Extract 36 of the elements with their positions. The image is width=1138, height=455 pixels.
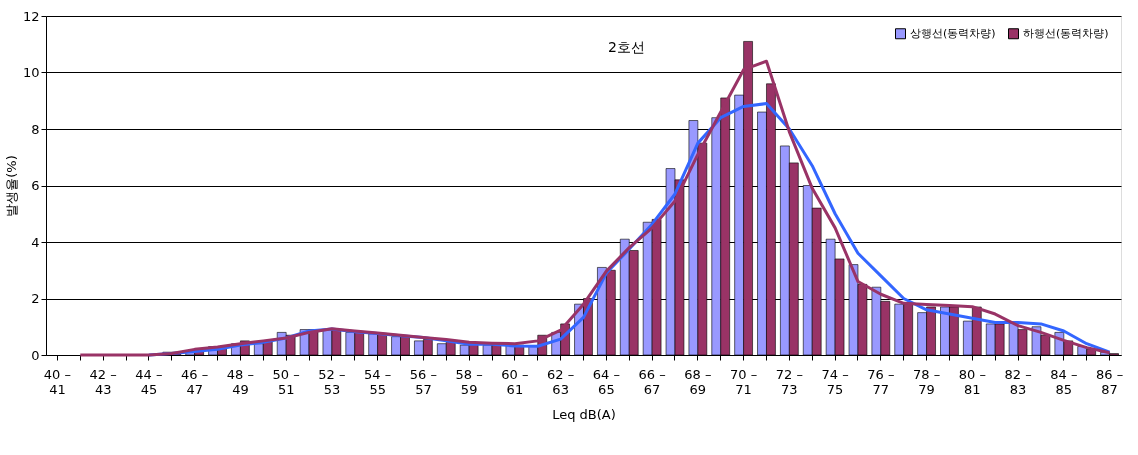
x-tick-label: 84 – 85 xyxy=(1050,366,1078,397)
x-tick-label: 66 – 67 xyxy=(638,366,666,397)
x-tick-label: 60 – 61 xyxy=(501,366,529,397)
y-tick-label: 0 xyxy=(31,347,40,363)
x-tick-label: 48 – 49 xyxy=(226,366,255,397)
x-tick-label: 44 – 45 xyxy=(135,366,163,397)
x-tick-label: 42 – 43 xyxy=(89,366,117,397)
legend-label: 상행선(동력차량) xyxy=(910,26,996,40)
y-axis-title: 발생율(%) xyxy=(3,155,19,217)
x-tick-label: 62 – 63 xyxy=(547,366,575,397)
x-tick-label: 40 – 41 xyxy=(43,366,72,397)
y-tick-label: 12 xyxy=(22,8,40,24)
x-tick-label: 86 – 87 xyxy=(1095,366,1124,397)
x-tick-label: 58 – 59 xyxy=(455,366,483,397)
x-tick-label: 78 – 79 xyxy=(912,366,941,397)
x-tick-label: 74 – 75 xyxy=(821,366,849,397)
y-tick-label: 8 xyxy=(31,121,40,137)
x-axis-title: Leq dB(A) xyxy=(552,406,616,422)
x-tick-label: 72 – 73 xyxy=(775,366,803,397)
annotation: 2호선 xyxy=(608,39,645,55)
x-tick-label: 76 – 77 xyxy=(867,366,895,397)
x-tick-label: 52 – 53 xyxy=(318,366,346,397)
x-tick-label: 56 – 57 xyxy=(409,366,437,397)
x-tick-label: 82 – 83 xyxy=(1004,366,1032,397)
legend-label: 하행선(동력차량) xyxy=(1023,26,1109,40)
x-tick-label: 54 – 55 xyxy=(364,366,392,397)
x-tick-label: 68 – 69 xyxy=(684,366,712,397)
x-tick-label: 70 – 71 xyxy=(730,366,758,397)
x-tick-label: 46 – 47 xyxy=(181,366,209,397)
y-tick-label: 10 xyxy=(22,65,40,80)
x-tick-label: 80 – 81 xyxy=(958,366,986,397)
x-tick-label: 50 – 51 xyxy=(272,366,300,397)
y-tick-label: 2 xyxy=(31,291,40,306)
x-tick-label: 64 – 65 xyxy=(592,366,620,397)
y-tick-label: 6 xyxy=(31,178,40,193)
y-tick-label: 4 xyxy=(31,234,40,250)
